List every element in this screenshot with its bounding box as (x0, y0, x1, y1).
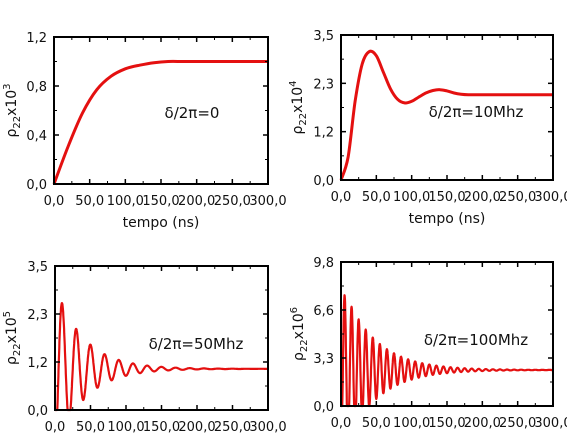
x-tick-label: 100,0 (107, 420, 144, 435)
y-axis-label-sub: 22 (299, 339, 310, 352)
x-tick-label: 0,0 (331, 416, 352, 431)
y-axis-label: ρ22x104 (288, 80, 309, 134)
x-tick-label: 100,0 (393, 190, 430, 205)
y-tick-label: 1,2 (26, 31, 47, 46)
x-tick-label: 250,0 (499, 190, 536, 205)
y-tick-label: 2,3 (27, 308, 48, 323)
x-tick-label: 150,0 (143, 420, 180, 435)
y-axis-label-base: ρ (4, 129, 20, 138)
y-tick-label: 0,0 (27, 404, 48, 419)
y-tick-label: 6,6 (313, 304, 334, 319)
detuning-annotation: δ/2π=10Mhz (429, 103, 524, 121)
y-axis-label: ρ22x105 (2, 311, 23, 365)
x-tick-label: 200,0 (178, 420, 215, 435)
y-axis-label-sup: 6 (289, 307, 300, 313)
y-tick-label: 1,2 (313, 126, 334, 141)
y-tick-label: 3,5 (313, 29, 334, 44)
y-axis-label-base: ρ (291, 352, 307, 361)
y-axis-label-sub: 22 (298, 113, 309, 126)
x-tick-label: 200,0 (464, 416, 501, 431)
y-tick-label: 9,8 (313, 256, 334, 271)
x-tick-label: 150,0 (428, 416, 465, 431)
x-tick-label: 200,0 (178, 194, 215, 209)
y-axis-label: ρ22x103 (2, 83, 23, 137)
x-tick-label: 250,0 (499, 416, 536, 431)
y-tick-label: 2,3 (313, 77, 334, 92)
y-axis-label-mid: x10 (291, 313, 307, 339)
y-tick-label: 0,0 (26, 178, 47, 193)
x-axis-label: tempo (ns) (123, 215, 200, 231)
x-tick-label: 0,0 (331, 190, 352, 205)
y-axis-label-sup: 5 (2, 311, 13, 317)
y-axis-label-base: ρ (290, 126, 306, 135)
y-axis-label-base: ρ (4, 356, 20, 365)
x-tick-label: 300,0 (534, 416, 567, 431)
detuning-annotation: δ/2π=100Mhz (424, 331, 528, 349)
plot-frame (53, 36, 269, 185)
y-tick-label: 0,4 (26, 129, 47, 144)
series-line (54, 302, 269, 412)
y-tick-label: 0,0 (313, 400, 334, 415)
y-tick-label: 0,8 (26, 80, 47, 95)
x-tick-label: 300,0 (249, 194, 286, 209)
y-tick-label: 0,0 (313, 174, 334, 189)
y-axis-label-sub: 22 (12, 343, 23, 356)
y-tick-label: 3,5 (27, 260, 48, 275)
series-line (52, 59, 268, 185)
y-axis-label-mid: x10 (290, 87, 306, 113)
y-axis-label-sup: 3 (2, 83, 13, 89)
x-tick-label: 300,0 (249, 420, 286, 435)
x-tick-label: 200,0 (464, 190, 501, 205)
y-axis-label-mid: x10 (4, 317, 20, 343)
y-axis-label-sup: 4 (288, 80, 299, 86)
x-tick-label: 0,0 (44, 194, 65, 209)
x-tick-label: 250,0 (214, 194, 251, 209)
x-tick-label: 100,0 (393, 416, 430, 431)
x-tick-label: 50,0 (76, 420, 105, 435)
series-line (339, 49, 553, 181)
x-tick-label: 50,0 (362, 190, 391, 205)
x-axis-label: tempo (ns) (409, 211, 486, 227)
x-tick-label: 100,0 (107, 194, 144, 209)
x-tick-label: 300,0 (534, 190, 567, 205)
y-tick-label: 3,3 (313, 352, 334, 367)
detuning-annotation: δ/2π=50Mhz (149, 335, 244, 353)
y-tick-label: 1,2 (27, 356, 48, 371)
x-tick-label: 150,0 (428, 190, 465, 205)
x-tick-label: 50,0 (362, 416, 391, 431)
y-axis-label: ρ22x106 (289, 307, 310, 361)
x-tick-label: 0,0 (45, 420, 66, 435)
series-line (340, 294, 554, 408)
x-tick-label: 250,0 (214, 420, 251, 435)
y-axis-label-sub: 22 (12, 116, 23, 129)
x-tick-label: 50,0 (75, 194, 104, 209)
x-tick-label: 150,0 (142, 194, 179, 209)
detuning-annotation: δ/2π=0 (165, 104, 220, 122)
y-axis-label-mid: x10 (4, 90, 20, 116)
